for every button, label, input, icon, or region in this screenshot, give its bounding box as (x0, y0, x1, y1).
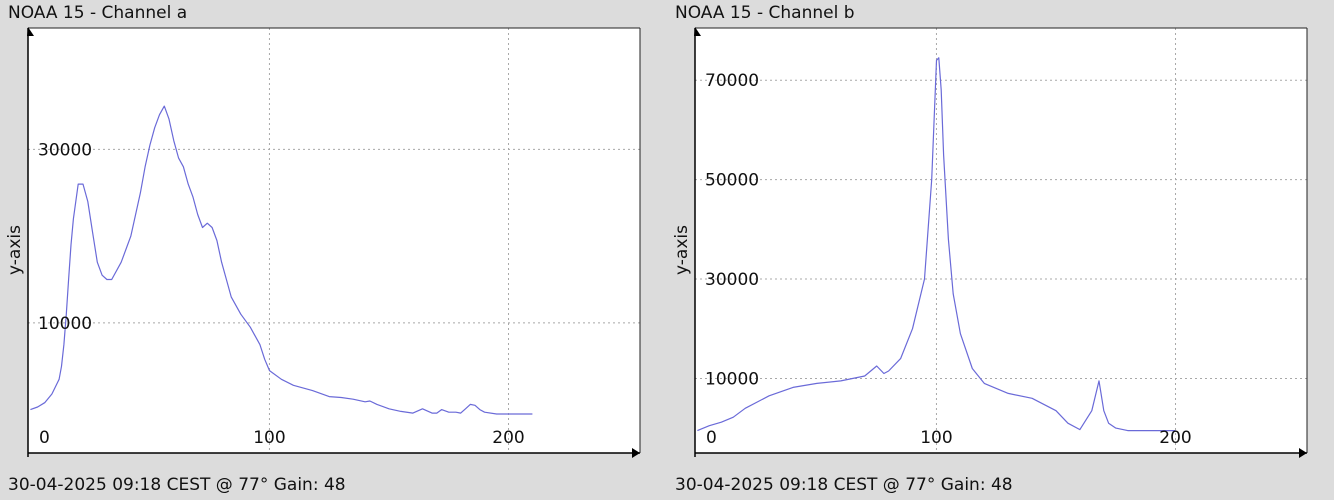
x-tick-label: 0 (39, 428, 50, 448)
x-axis-arrow (632, 448, 640, 458)
plot-background (28, 28, 640, 453)
series-line (30, 105, 533, 415)
y-tick-label: 10000 (38, 314, 92, 334)
y-axis-arrow (694, 27, 701, 36)
chart-panel-channel-a: NOAA 15 - Channel a 0 100 200 10000 30000 y-a… (0, 0, 660, 500)
x-tick-label: 100 (920, 428, 952, 448)
y-axis-arrow (27, 27, 34, 36)
y-tick-label: 10000 (705, 369, 759, 389)
series-line (697, 57, 1176, 432)
x-tick-label: 100 (253, 428, 285, 448)
plot-area: 0 100 200 10000 30000 y-axis (5, 27, 641, 458)
chart-footer: 30-04-2025 09:18 CEST @ 77° Gain: 48 (8, 475, 346, 495)
y-tick-label: 30000 (38, 140, 92, 160)
x-tick-label: 0 (706, 428, 717, 448)
x-tick-label: 200 (1159, 428, 1191, 448)
chart-title: NOAA 15 - Channel b (675, 3, 855, 23)
x-axis-arrow (1299, 448, 1307, 458)
y-axis-label: y-axis (5, 225, 25, 275)
y-tick-label: 30000 (705, 270, 759, 290)
chart-title: NOAA 15 - Channel a (8, 3, 188, 23)
plot-area: 0 100 200 10000 30000 50000 70000 y-axis (672, 27, 1308, 458)
y-tick-label: 70000 (705, 71, 759, 91)
y-tick-label: 50000 (705, 171, 759, 191)
plot-background (695, 28, 1307, 453)
chart-panel-channel-b: NOAA 15 - Channel b 0 100 200 10000 30000 500… (667, 0, 1327, 500)
x-tick-label: 200 (492, 428, 524, 448)
y-axis-label: y-axis (672, 225, 692, 275)
chart-footer: 30-04-2025 09:18 CEST @ 77° Gain: 48 (675, 475, 1013, 495)
